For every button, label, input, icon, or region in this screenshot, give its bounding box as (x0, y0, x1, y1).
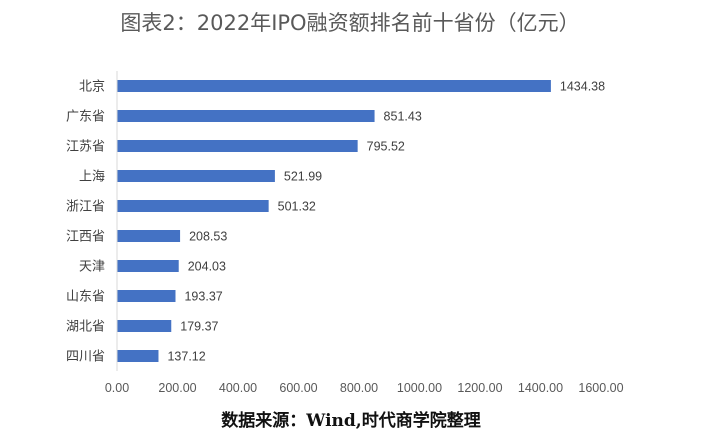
value-label: 179.37 (180, 320, 218, 334)
bar (117, 230, 181, 242)
category-label: 北京 (79, 80, 105, 95)
x-tick-label: 0.00 (105, 381, 129, 395)
bar (117, 140, 358, 152)
x-tick-label: 800.00 (340, 381, 378, 395)
value-label: 851.43 (384, 110, 422, 124)
value-label: 501.32 (278, 200, 316, 214)
chart-title: 图表2：2022年IPO融资额排名前十省份（亿元） (120, 11, 580, 35)
bar (117, 170, 275, 182)
source-note: 数据来源：Wind,时代商学院整理 (221, 411, 481, 431)
category-label: 山东省 (66, 290, 105, 305)
category-label: 四川省 (66, 350, 105, 365)
value-label: 204.03 (188, 260, 226, 274)
value-label: 137.12 (167, 350, 205, 364)
bar (117, 260, 179, 272)
x-tick-label: 600.00 (279, 381, 317, 395)
category-label: 江苏省 (66, 139, 105, 155)
category-label: 江西省 (66, 230, 105, 245)
x-tick-label: 1000.00 (397, 381, 442, 395)
bar (117, 350, 159, 362)
x-tick-label: 200.00 (158, 381, 196, 395)
bar (117, 200, 269, 212)
value-label: 193.37 (184, 290, 222, 304)
category-label: 天津 (79, 260, 105, 275)
x-tick-label: 400.00 (219, 381, 257, 395)
value-label: 208.53 (189, 230, 227, 244)
value-label: 795.52 (367, 140, 405, 154)
labels-layer: 北京 1434.38 广东省 851.43 江苏省 795.52 上海 521.99 浙江省 50… (66, 80, 605, 365)
x-tick-label: 1200.00 (457, 381, 502, 395)
category-label: 浙江省 (66, 200, 105, 215)
bars-layer (117, 80, 551, 362)
x-tick-label: 1400.00 (518, 381, 563, 395)
category-label: 上海 (79, 170, 105, 185)
bar (117, 80, 551, 92)
bar (117, 110, 375, 122)
value-label: 1434.38 (560, 80, 605, 94)
value-label: 521.99 (284, 170, 322, 184)
x-tick-label: 1600.00 (578, 381, 623, 395)
category-label: 广东省 (66, 110, 105, 125)
bar (117, 290, 176, 302)
bar (117, 320, 172, 332)
category-label: 湖北省 (66, 320, 105, 335)
ticks-layer: 0.00 200.00 400.00 600.00 800.00 1000.00 1200.… (105, 381, 624, 395)
